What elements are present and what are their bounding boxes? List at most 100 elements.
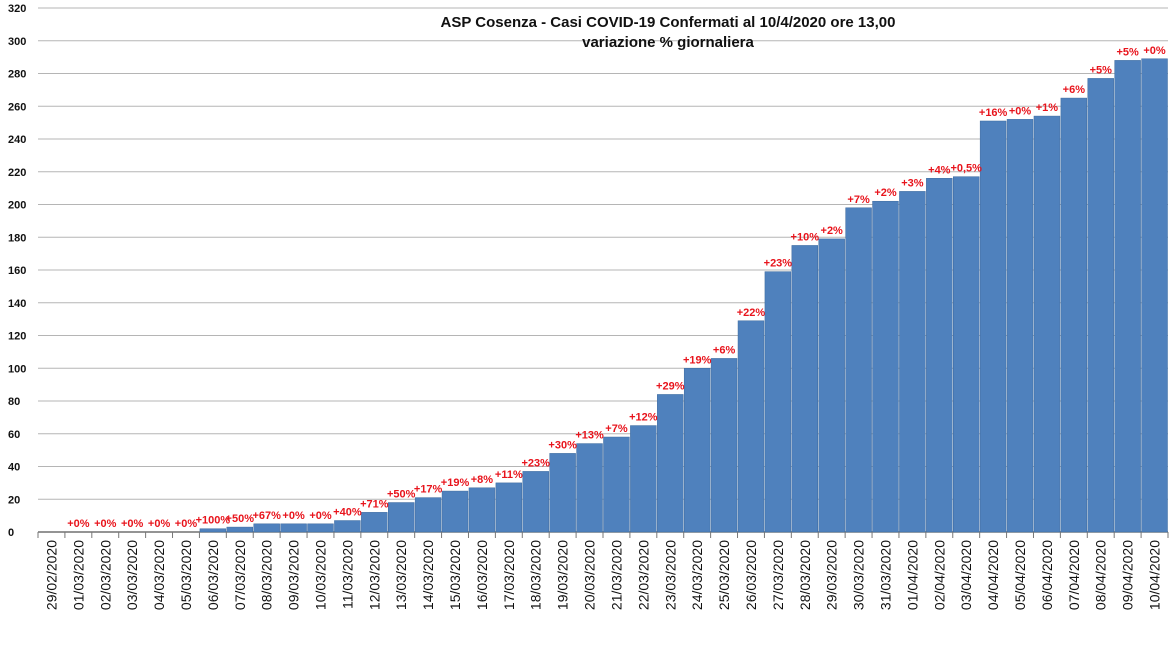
data-label: +0% — [94, 518, 117, 530]
y-tick-label: 240 — [8, 134, 26, 146]
bar — [280, 523, 307, 533]
data-label: +10% — [791, 231, 820, 243]
y-tick-label: 140 — [8, 298, 26, 310]
x-tick-label: 23/03/2020 — [662, 540, 678, 610]
data-label: +1% — [1036, 102, 1059, 114]
bar — [522, 471, 549, 533]
data-label: +23% — [522, 457, 551, 469]
x-tick-label: 09/04/2020 — [1120, 540, 1136, 610]
bar — [979, 120, 1007, 533]
x-tick-label: 27/03/2020 — [770, 540, 786, 610]
bar — [495, 482, 523, 533]
bar — [872, 200, 899, 533]
bars — [199, 58, 1168, 533]
x-tick-label: 10/04/2020 — [1147, 540, 1163, 610]
x-tick-label: 06/03/2020 — [205, 540, 221, 610]
x-tick-label: 25/03/2020 — [716, 540, 732, 610]
x-tick-label: 13/03/2020 — [393, 540, 409, 610]
x-tick-label: 09/03/2020 — [286, 540, 302, 610]
x-tick-label: 01/03/2020 — [70, 540, 86, 610]
chart-subtitle: variazione % giornaliera — [582, 34, 754, 51]
x-tick-label: 20/03/2020 — [582, 540, 598, 610]
x-tick-label: 04/04/2020 — [985, 540, 1001, 610]
x-tick-label: 19/03/2020 — [555, 540, 571, 610]
chart-title: ASP Cosenza - Casi COVID-19 Confermati a… — [441, 14, 896, 31]
data-label: +0% — [67, 518, 90, 530]
x-tick-label: 21/03/2020 — [608, 540, 624, 610]
y-tick-label: 260 — [8, 101, 26, 113]
data-label: +71% — [360, 498, 389, 510]
x-tick-label: 07/03/2020 — [232, 540, 248, 610]
bar — [226, 526, 253, 533]
x-tick-label: 08/04/2020 — [1093, 540, 1109, 610]
data-label: +4% — [928, 164, 951, 176]
bar — [1006, 119, 1034, 533]
data-label: +12% — [629, 412, 658, 424]
y-tick-label: 160 — [8, 265, 26, 277]
data-label: +0% — [1143, 45, 1166, 57]
data-label: +0,5% — [950, 163, 982, 175]
y-tick-label: 280 — [8, 69, 26, 81]
y-tick-label: 300 — [8, 36, 26, 48]
y-tick-label: 0 — [8, 527, 14, 539]
x-tick-label: 24/03/2020 — [689, 540, 705, 610]
bar — [630, 425, 657, 533]
bar — [791, 245, 818, 533]
data-label: +67% — [252, 510, 281, 522]
data-label: +3% — [901, 177, 924, 189]
x-tick-label: 05/03/2020 — [178, 540, 194, 610]
x-tick-label: 26/03/2020 — [743, 540, 759, 610]
data-label: +19% — [441, 477, 470, 489]
bar — [1060, 97, 1088, 533]
data-label: +0% — [309, 510, 332, 522]
bar — [1033, 115, 1061, 533]
bar — [307, 523, 334, 533]
x-tick-label: 31/03/2020 — [878, 540, 894, 610]
bar — [737, 320, 765, 533]
bar — [388, 502, 415, 533]
data-label: +7% — [605, 423, 628, 435]
bar — [603, 436, 630, 533]
y-tick-label: 100 — [8, 363, 26, 375]
x-tick-label: 16/03/2020 — [474, 540, 490, 610]
bar — [549, 453, 576, 533]
x-tick-label: 30/03/2020 — [851, 540, 867, 610]
bar — [1114, 60, 1141, 533]
y-tick-label: 60 — [8, 429, 20, 441]
data-label: +0% — [121, 518, 144, 530]
data-labels: +0% +0% +0% +0% +0%+100%+50%+67% +0% +0% +40%+7… — [67, 45, 1166, 530]
gridlines — [37, 7, 1169, 538]
data-label: +16% — [979, 107, 1008, 119]
x-tick-label: 01/04/2020 — [904, 540, 920, 610]
x-tick-label: 04/03/2020 — [151, 540, 167, 610]
x-tick-label: 05/04/2020 — [1012, 540, 1028, 610]
bar — [710, 358, 738, 533]
x-axis-ticks: 29/02/2020 01/03/2020 02/03/2020 03/03/2020… — [43, 540, 1162, 610]
bar — [683, 368, 711, 533]
x-tick-label: 29/03/2020 — [824, 540, 840, 610]
data-label: +0% — [1009, 105, 1032, 117]
y-tick-label: 20 — [8, 494, 20, 506]
data-label: +8% — [471, 474, 494, 486]
bar — [764, 271, 792, 533]
x-tick-label: 07/04/2020 — [1066, 540, 1082, 610]
y-tick-label: 320 — [8, 3, 26, 15]
data-label: +19% — [683, 354, 712, 366]
bar — [468, 487, 496, 533]
x-tick-label: 02/03/2020 — [97, 540, 113, 610]
x-tick-label: 02/04/2020 — [931, 540, 947, 610]
data-label: +6% — [713, 344, 736, 356]
y-tick-label: 40 — [8, 462, 20, 474]
data-label: +50% — [226, 513, 255, 525]
data-label: +5% — [1090, 64, 1113, 76]
y-tick-label: 80 — [8, 396, 20, 408]
x-tick-label: 11/03/2020 — [339, 540, 355, 609]
x-tick-label: 15/03/2020 — [447, 540, 463, 610]
data-label: +6% — [1063, 84, 1086, 96]
bar — [1087, 78, 1114, 533]
bar — [441, 490, 469, 533]
data-label: +50% — [387, 489, 416, 501]
bar — [576, 443, 603, 533]
y-tick-label: 120 — [8, 331, 26, 343]
